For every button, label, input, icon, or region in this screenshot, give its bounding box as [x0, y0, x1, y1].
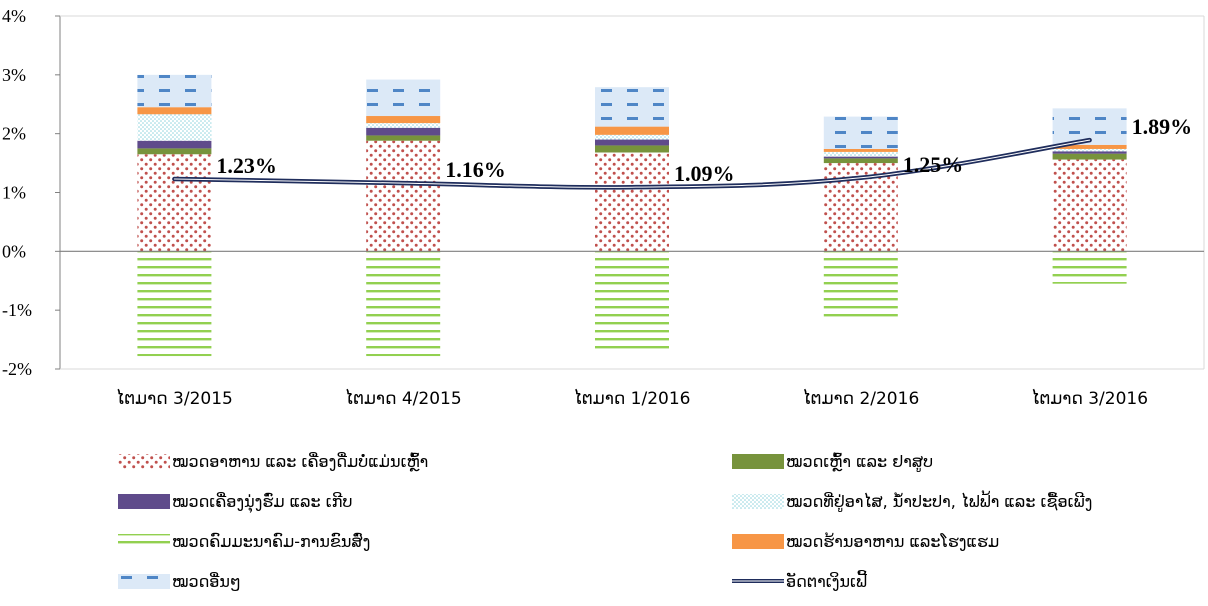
bar-segment-solid — [595, 139, 669, 146]
bar-segment-dots-light — [595, 134, 669, 140]
legend-label: ໝວດອື່ນໆ — [172, 571, 241, 591]
bar-segment-solid — [1052, 144, 1127, 149]
bar-segment-dots-light — [366, 123, 441, 128]
bar-segment-dashes — [823, 116, 898, 149]
bar-segment-solid — [823, 158, 898, 164]
x-category-label: ໄຕມາດ 4/2015 — [345, 388, 462, 409]
legend-swatch-green — [732, 454, 784, 469]
data-label: 1.09% — [674, 161, 735, 186]
bar-segment-dashes — [137, 74, 212, 108]
legend-label: ໝວດເຫຼົ້າ ແລະ ຢາສູບ — [786, 451, 934, 471]
legend-label: ອັດຕາເງິນເຟີ້ — [786, 571, 867, 591]
bar-segment-dashes — [595, 87, 669, 127]
legend-label: ໝວດອາຫານ ແລະ ເຄື່ອງດື່ມບໍ່ແມ່ນເຫຼົ້າ — [172, 451, 429, 471]
y-tick-label: -2% — [2, 359, 32, 379]
legend-item-inflation: ອັດຕາເງິນເຟີ້ — [732, 568, 867, 594]
y-tick-label: 1% — [2, 183, 26, 203]
inflation-line-group: 1.23% 1.16% 1.09% 1.25% 1.89% — [172, 114, 1193, 190]
legend-label: ໝວດຮ້ານອາຫານ ແລະໂຮງແຮມ — [786, 531, 1000, 551]
bars-group — [137, 74, 1127, 357]
bar-segment-transport — [366, 251, 441, 357]
bar-segment-dots — [1052, 159, 1127, 252]
legend-item-restaurant: ໝວດຮ້ານອາຫານ ແລະໂຮງແຮມ — [732, 528, 999, 554]
x-category-label: ໄຕມາດ 2/2016 — [802, 388, 919, 409]
bar-segment-solid — [823, 148, 898, 152]
bar-segment-transport — [823, 251, 898, 318]
bar-segment-solid — [137, 148, 212, 155]
x-axis-labels: ໄຕມາດ 3/2015 ໄຕມາດ 4/2015 ໄຕມາດ 1/2016 ໄຕມາ… — [116, 388, 1148, 409]
legend-swatch-dots — [118, 454, 170, 469]
data-label: 1.23% — [216, 153, 277, 178]
y-tick-label: 4% — [2, 6, 26, 26]
bar-segment-solid — [137, 107, 212, 115]
data-label: 1.16% — [445, 157, 506, 182]
x-category-label: ໄຕມາດ 3/2015 — [116, 388, 233, 409]
y-tick-label: 3% — [2, 65, 26, 85]
bar-segment-dots-light — [1052, 148, 1127, 152]
bar-segment-solid — [1052, 153, 1127, 160]
y-axis-ticks: -2% -1% 0% 1% 2% 3% 4% — [2, 6, 60, 379]
bar-segment-transport — [1052, 251, 1127, 284]
legend-item-housing: ໝວດທີ່ຢູ່ອາໄສ, ນ້ຳປະປາ, ໄຟຟ້າ ແລະ ເຊື້ອເ… — [732, 488, 1092, 514]
bar-segment-dots-light — [137, 114, 212, 141]
x-category-label: ໄຕມາດ 3/2016 — [1031, 388, 1148, 409]
legend-swatch-purple — [118, 494, 170, 509]
bar-segment-solid — [366, 135, 441, 141]
legend: ໝວດອາຫານ ແລະ ເຄື່ອງດື່ມບໍ່ແມ່ນເຫຼົ້າ ໝວດ… — [0, 440, 1208, 606]
bar-segment-solid — [366, 127, 441, 136]
bar-segment-solid — [595, 126, 669, 135]
legend-label: ໝວດເຄື່ອງນຸ່ງຮົ່ມ ແລະ ເກີບ — [172, 491, 353, 511]
legend-swatch-light-dots — [732, 494, 784, 509]
legend-item-food: ໝວດອາຫານ ແລະ ເຄື່ອງດື່ມບໍ່ແມ່ນເຫຼົ້າ — [118, 448, 428, 474]
bar-segment-solid — [823, 156, 898, 159]
bar-segment-solid — [595, 145, 669, 153]
legend-swatch-dashes — [118, 574, 170, 589]
bar-segment-dashes — [366, 79, 441, 117]
bar-segment-solid — [366, 116, 441, 124]
bar-segment-dots — [366, 140, 441, 252]
bar-segment-transport — [137, 251, 212, 357]
legend-swatch-orange — [732, 534, 784, 549]
x-category-label: ໄຕມາດ 1/2016 — [574, 388, 691, 409]
y-tick-label: 0% — [2, 241, 26, 261]
inflation-contribution-chart: -2% -1% 0% 1% 2% 3% 4% 1.23% 1.16% 1.09% 1.25% 1.8… — [2, 6, 1205, 409]
y-tick-label: 2% — [2, 124, 26, 144]
legend-item-other: ໝວດອື່ນໆ — [118, 568, 241, 594]
y-tick-label: -1% — [2, 300, 32, 320]
inflation-line-highlight — [173, 139, 1091, 188]
bar-segment-dots — [137, 154, 212, 252]
legend-item-transport: ໝວດຄົມມະນາຄົມ-ການຂົນສົ່ງ — [118, 528, 370, 554]
legend-label: ໝວດທີ່ຢູ່ອາໄສ, ນ້ຳປະປາ, ໄຟຟ້າ ແລະ ເຊື້ອເ… — [786, 491, 1093, 511]
legend-label: ໝວດຄົມມະນາຄົມ-ການຂົນສົ່ງ — [172, 531, 371, 551]
legend-swatch-lines — [118, 534, 170, 549]
bar-segment-dots — [595, 152, 669, 252]
bar-segment-solid — [1052, 151, 1127, 154]
bar-segment-dots-light — [823, 151, 898, 157]
legend-swatch-line — [732, 579, 784, 583]
bar-segment-solid — [137, 140, 212, 149]
legend-item-alcohol: ໝວດເຫຼົ້າ ແລະ ຢາສູບ — [732, 448, 933, 474]
data-label: 1.25% — [903, 152, 964, 177]
legend-item-clothing: ໝວດເຄື່ອງນຸ່ງຮົ່ມ ແລະ ເກີບ — [118, 488, 352, 514]
data-label: 1.89% — [1132, 114, 1193, 139]
bar-segment-transport — [595, 251, 669, 351]
